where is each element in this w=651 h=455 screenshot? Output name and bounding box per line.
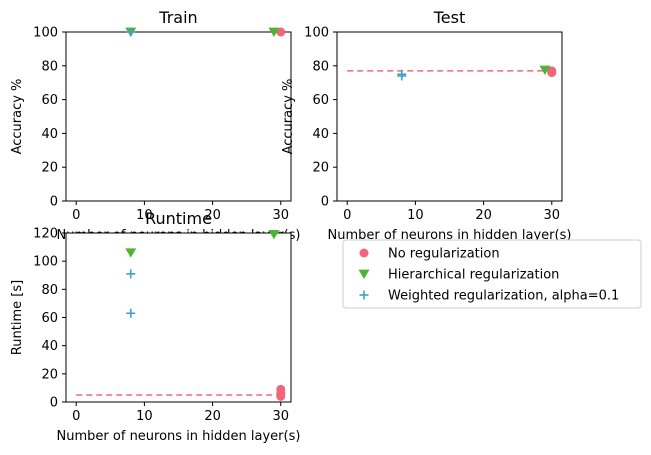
subplot-title: Train	[158, 8, 197, 27]
point-hier	[539, 65, 551, 75]
y-tick-label: 40	[41, 339, 58, 354]
point-hier	[125, 248, 137, 258]
x-axis-label: Number of neurons in hidden layer(s)	[328, 228, 572, 243]
y-tick-label: 80	[41, 59, 58, 74]
y-tick-label: 40	[312, 127, 329, 142]
plus-marker-icon	[359, 290, 369, 300]
y-tick-label: 80	[41, 283, 58, 298]
x-tick-label: 20	[204, 208, 221, 223]
x-tick-label: 0	[72, 208, 80, 223]
point-weighted	[126, 269, 136, 279]
x-tick-label: 0	[343, 208, 351, 223]
legend-label: No regularization	[388, 247, 500, 262]
point-none	[276, 27, 286, 37]
y-tick-label: 20	[312, 161, 329, 176]
point-weighted	[126, 27, 136, 37]
y-axis-label: Runtime [s]	[10, 280, 25, 355]
point-none	[276, 391, 286, 401]
x-tick-label: 30	[543, 208, 560, 223]
legend-entry-none: No regularization	[359, 247, 500, 262]
x-tick-label: 10	[136, 208, 153, 223]
y-tick-label: 100	[33, 255, 58, 270]
y-tick-label: 0	[50, 396, 58, 411]
x-tick-label: 20	[475, 208, 492, 223]
legend-entry-hier: Hierarchical regularization	[358, 268, 559, 283]
x-tick-label: 10	[407, 208, 424, 223]
y-tick-label: 20	[41, 367, 58, 382]
y-tick-label: 60	[41, 311, 58, 326]
y-tick-label: 60	[312, 93, 329, 108]
y-tick-label: 100	[304, 26, 329, 41]
x-tick-label: 20	[204, 409, 221, 424]
legend-entry-weighted: Weighted regularization, alpha=0.1	[359, 289, 619, 304]
y-tick-label: 20	[41, 161, 58, 176]
y-tick-label: 0	[321, 195, 329, 210]
point-hier	[268, 230, 280, 240]
legend-frame	[342, 239, 642, 309]
point-none	[547, 68, 557, 78]
y-tick-label: 40	[41, 127, 58, 142]
x-tick-label: 30	[272, 409, 289, 424]
y-axis-label: Accuracy %	[10, 79, 25, 155]
axes-frame	[336, 31, 563, 202]
legend: No regularization Hierarchical regulariza…	[342, 239, 642, 309]
point-hier	[268, 27, 280, 37]
x-tick-label: 30	[272, 208, 289, 223]
point-weighted	[126, 308, 136, 318]
triangle-marker-icon	[358, 269, 370, 279]
axes-frame	[65, 232, 292, 403]
legend-label: Weighted regularization, alpha=0.1	[388, 289, 619, 304]
circle-marker-icon	[359, 248, 369, 258]
subplot-test: 0 10 20 30 0 20 40 60 80 100 Number of neurons in …	[281, 8, 571, 243]
x-tick-label: 10	[136, 409, 153, 424]
axes-frame	[65, 31, 292, 202]
y-axis-label: Accuracy %	[281, 79, 296, 155]
y-tick-label: 60	[41, 93, 58, 108]
y-tick-label: 0	[50, 195, 58, 210]
legend-label: Hierarchical regularization	[388, 268, 559, 283]
subplot-title: Test	[433, 8, 466, 27]
y-tick-label: 120	[33, 227, 58, 242]
x-axis-label: Number of neurons in hidden layer(s)	[57, 429, 301, 444]
y-tick-label: 100	[33, 26, 58, 41]
x-tick-label: 0	[72, 409, 80, 424]
subplot-title: Runtime	[145, 209, 212, 228]
y-tick-label: 80	[312, 59, 329, 74]
point-weighted	[397, 71, 407, 81]
